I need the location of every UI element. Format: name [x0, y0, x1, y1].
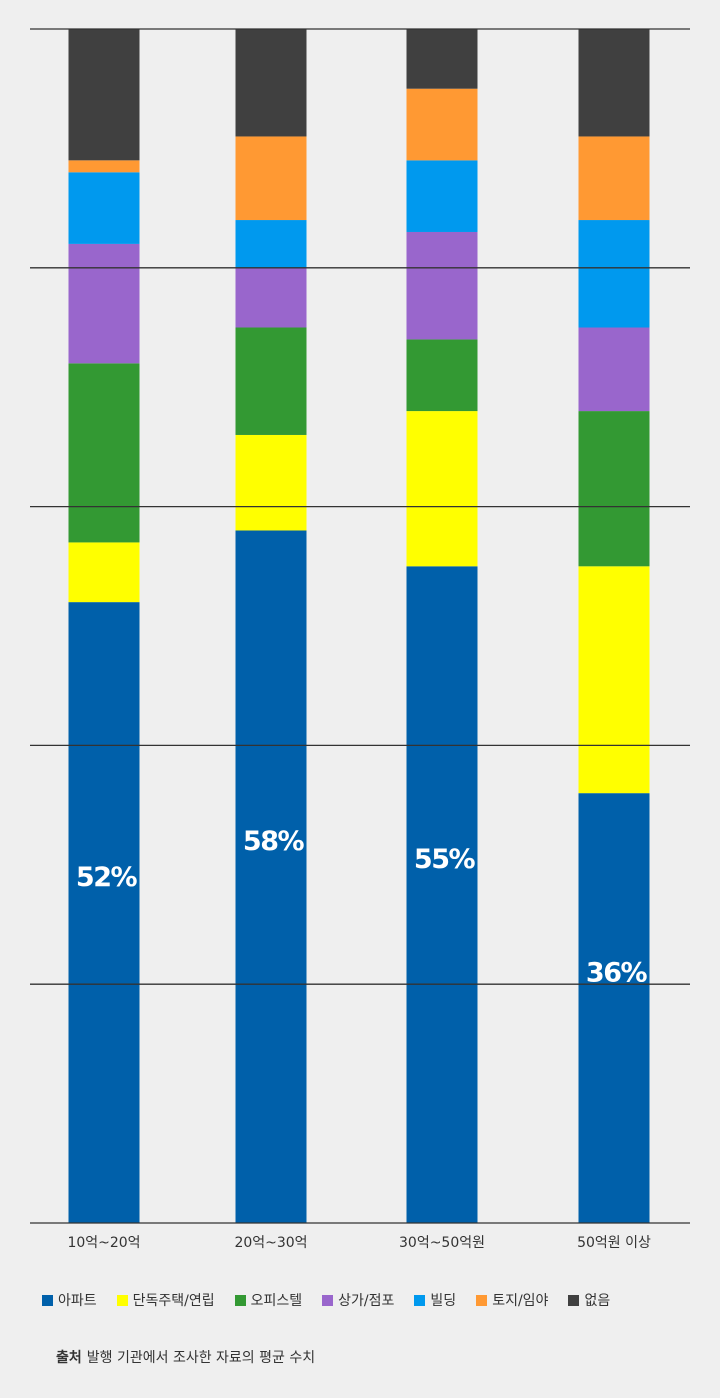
- bar-segment: [68, 363, 140, 543]
- legend-item: 단독주택/연립: [116, 1290, 215, 1310]
- legend-item: 오피스텔: [234, 1290, 303, 1310]
- bar-segment: [235, 434, 307, 531]
- bar-segment: [578, 566, 650, 794]
- bar-segment: [578, 793, 650, 1223]
- legend-item: 상가/점포: [322, 1290, 394, 1310]
- bar-segment: [578, 220, 650, 328]
- legend-item: 빌딩: [414, 1290, 456, 1310]
- bar-segment: [68, 172, 140, 244]
- x-tick-label: 10억~20억: [67, 1235, 140, 1251]
- legend-label: 오피스텔: [250, 1293, 303, 1309]
- bar-segment: [578, 29, 650, 137]
- bar-segment: [68, 29, 140, 161]
- legend-label: 빌딩: [430, 1293, 457, 1309]
- legend-label: 토지/임야: [492, 1293, 549, 1309]
- bar-segment: [235, 267, 307, 328]
- legend-swatch: [568, 1294, 580, 1306]
- legend-swatch: [476, 1294, 488, 1306]
- bar-segment: [235, 327, 307, 435]
- value-label: 36%: [586, 958, 648, 989]
- bar-segment: [235, 136, 307, 221]
- bar-segment: [68, 542, 140, 603]
- legend-item: 토지/임야: [476, 1290, 548, 1310]
- value-label: 58%: [243, 826, 305, 857]
- bar-segment: [68, 160, 140, 173]
- legend-item: 아파트: [42, 1290, 97, 1310]
- x-tick-label: 20억~30억: [234, 1235, 307, 1251]
- bar-segment: [406, 88, 478, 161]
- bar-segment: [406, 411, 478, 567]
- legend-label: 없음: [584, 1293, 611, 1309]
- bar-segment: [68, 602, 140, 1223]
- bar-segment: [235, 220, 307, 268]
- bar-segment: [406, 160, 478, 232]
- value-label: 55%: [414, 844, 476, 875]
- legend-swatch: [234, 1294, 246, 1306]
- legend-swatch: [414, 1294, 426, 1306]
- value-label: 52%: [76, 862, 138, 893]
- source-note: 출처 발행 기관에서 조사한 자료의 평균 수치: [56, 1347, 315, 1367]
- legend-swatch: [322, 1294, 334, 1306]
- bar-segment: [406, 29, 478, 89]
- bar-segment: [406, 339, 478, 412]
- legend-label: 아파트: [58, 1293, 97, 1309]
- bar-segment: [406, 566, 478, 1223]
- x-tick-label: 50억원 이상: [577, 1235, 651, 1251]
- bar-segment: [235, 530, 307, 1223]
- legend-label: 상가/점포: [338, 1293, 395, 1309]
- bar-segment: [68, 243, 140, 364]
- legend: 아파트 단독주택/연립 오피스텔 상가/점포 빌딩 토지/임야 없음: [42, 1290, 610, 1310]
- legend-swatch: [42, 1294, 53, 1306]
- x-tick-label: 30억~50억원: [399, 1235, 485, 1251]
- legend-item: 없음: [568, 1290, 610, 1310]
- source-text: 발행 기관에서 조사한 자료의 평균 수치: [86, 1350, 316, 1366]
- bar-segment: [578, 411, 650, 567]
- bar-segment: [578, 136, 650, 221]
- bar-segment: [235, 29, 307, 137]
- legend-swatch: [116, 1294, 128, 1306]
- bar-segment: [578, 327, 650, 412]
- bar-segment: [406, 231, 478, 340]
- source-label: 출처: [56, 1350, 82, 1366]
- legend-label: 단독주택/연립: [132, 1293, 215, 1309]
